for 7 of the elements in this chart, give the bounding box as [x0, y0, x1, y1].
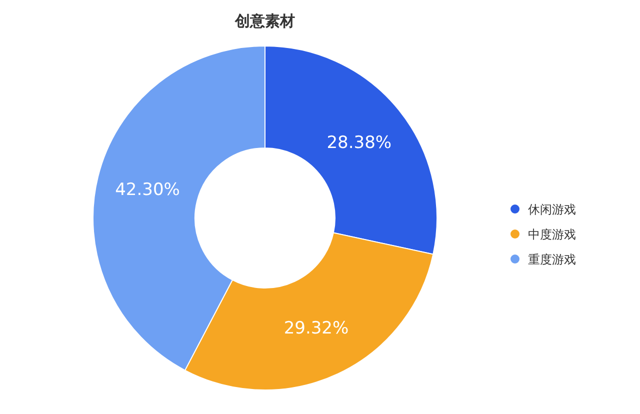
data-label: 29.32%	[284, 318, 349, 339]
chart-title: 创意素材	[234, 12, 295, 30]
legend-label: 重度游戏	[528, 252, 576, 266]
legend-label: 中度游戏	[528, 228, 576, 242]
legend-label: 休闲游戏	[528, 202, 576, 216]
data-label: 42.30%	[115, 180, 180, 200]
data-label: 28.38%	[326, 132, 392, 153]
